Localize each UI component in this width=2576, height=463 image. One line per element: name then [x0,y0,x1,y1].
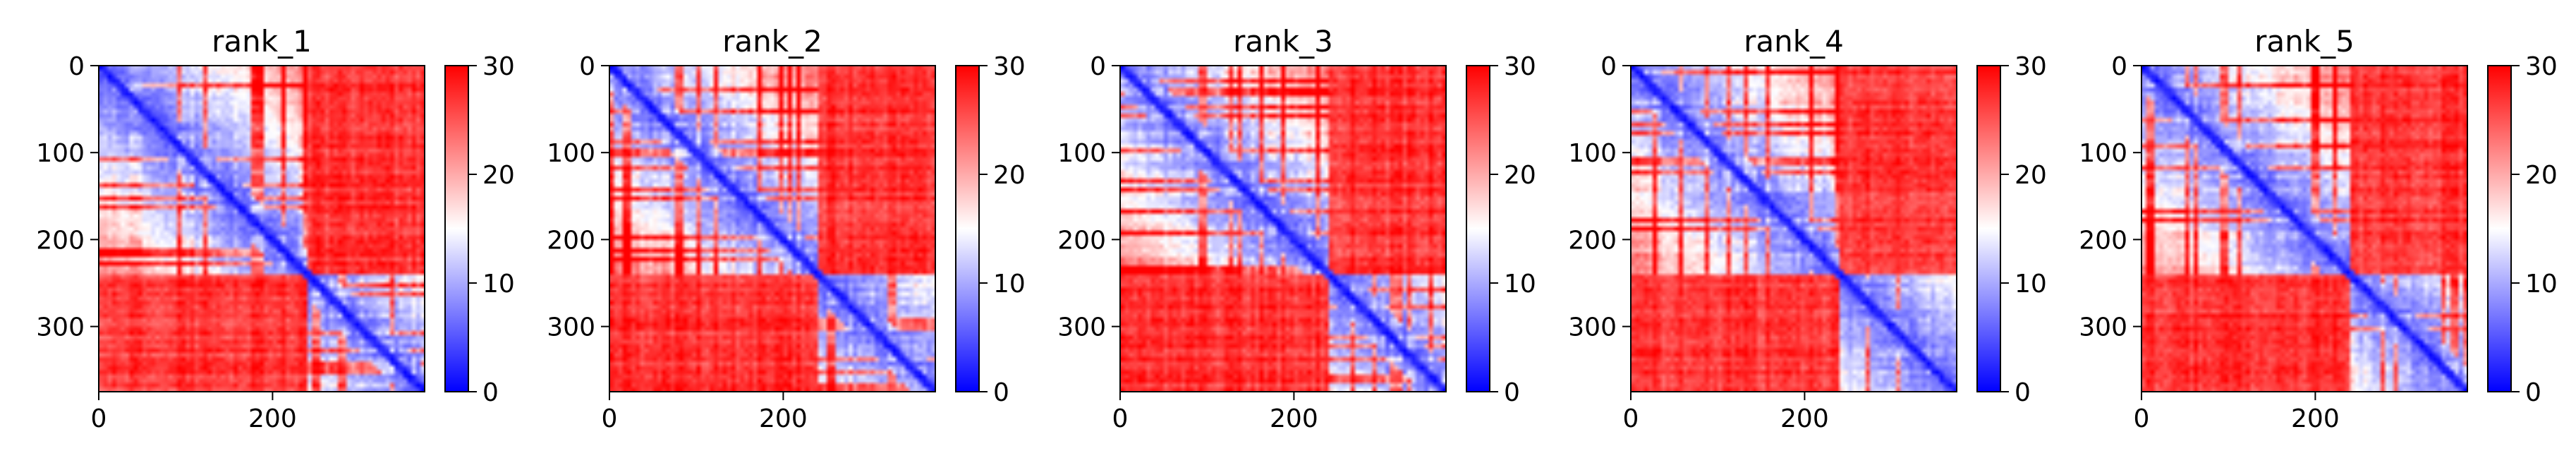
panel-title: rank_3 [1233,24,1333,59]
colorbar-tick-label: 20 [2525,161,2558,190]
x-tick-label: 200 [1780,404,1829,433]
colorbar [955,65,980,392]
axes-frame [98,65,425,392]
heatmap-image [2141,66,2467,392]
colorbar [1976,65,2001,392]
y-tick-label: 0 [2111,52,2127,81]
x-tick-label: 0 [2134,404,2150,433]
y-tick-label: 300 [547,313,595,342]
colorbar-tick-label: 10 [2015,270,2047,299]
y-tick-label: 100 [1568,139,1617,168]
heatmap-panel: rank_4 0 200 0 100 200 300 0 10 20 30 [1568,24,2047,433]
heatmap-panel: rank_2 0 200 0 100 200 300 0 10 20 30 [547,24,1026,433]
x-tick-label: 0 [1112,404,1129,433]
panel-title: rank_5 [2254,24,2355,59]
colorbar [1466,65,1490,392]
x-tick-label: 0 [602,404,618,433]
colorbar-tick-label: 0 [2015,378,2031,407]
y-tick-label: 0 [68,52,85,81]
axes-frame [2141,65,2468,392]
y-tick-label: 0 [579,52,595,81]
heatmap-panel: rank_5 0 200 0 100 200 300 0 10 20 30 [2079,24,2558,433]
colorbar-tick-label: 30 [993,52,1026,81]
y-tick-label: 0 [1600,52,1617,81]
y-tick-label: 300 [1568,313,1617,342]
y-tick-label: 200 [1057,226,1106,255]
colorbar-tick-label: 10 [993,270,1026,299]
x-tick-label: 0 [91,404,107,433]
y-tick-label: 300 [36,313,85,342]
axes-frame [1119,65,1447,392]
colorbar-tick-label: 0 [482,378,499,407]
x-tick-label: 200 [1270,404,1318,433]
y-tick-label: 100 [2079,139,2127,168]
colorbar-tick-label: 0 [993,378,1009,407]
colorbar-tick-label: 0 [2525,378,2541,407]
colorbar-tick-label: 30 [482,52,515,81]
y-tick-label: 100 [1057,139,1106,168]
axes-frame [1630,65,1957,392]
x-tick-label: 200 [2291,404,2340,433]
y-tick-label: 200 [36,226,85,255]
colorbar-tick-label: 20 [993,161,1026,190]
panel-title: rank_2 [722,24,822,59]
colorbar-tick-label: 30 [1504,52,1536,81]
heatmap-panel: rank_3 0 200 0 100 200 300 0 10 20 30 [1057,24,1536,433]
y-tick-label: 200 [1568,226,1617,255]
panel-title: rank_1 [212,24,312,59]
x-tick-label: 0 [1623,404,1639,433]
heatmap-image [1631,66,1957,392]
colorbar-tick-label: 30 [2525,52,2558,81]
colorbar-tick-label: 10 [1504,270,1536,299]
colorbar-tick-label: 20 [482,161,515,190]
heatmap-panel: rank_1 0 200 0 100 200 300 0 10 20 30 [36,24,515,433]
colorbar-tick-label: 0 [1504,378,1520,407]
y-tick-label: 100 [547,139,595,168]
y-tick-label: 200 [547,226,595,255]
heatmap-image [609,66,935,392]
panel-title: rank_4 [1744,24,1844,59]
colorbar [444,65,469,392]
x-tick-label: 200 [759,404,808,433]
y-tick-label: 0 [1090,52,1106,81]
colorbar-tick-label: 10 [2525,270,2558,299]
y-tick-label: 300 [2079,313,2127,342]
x-tick-label: 200 [248,404,297,433]
heatmap-image [1120,66,1446,392]
colorbar-tick-label: 30 [2015,52,2047,81]
y-tick-label: 300 [1057,313,1106,342]
colorbar [2487,65,2512,392]
colorbar-tick-label: 10 [482,270,515,299]
colorbar-tick-label: 20 [2015,161,2047,190]
heatmap-image [99,66,425,392]
colorbar-tick-label: 20 [1504,161,1536,190]
axes-frame [609,65,936,392]
y-tick-label: 100 [36,139,85,168]
y-tick-label: 200 [2079,226,2127,255]
